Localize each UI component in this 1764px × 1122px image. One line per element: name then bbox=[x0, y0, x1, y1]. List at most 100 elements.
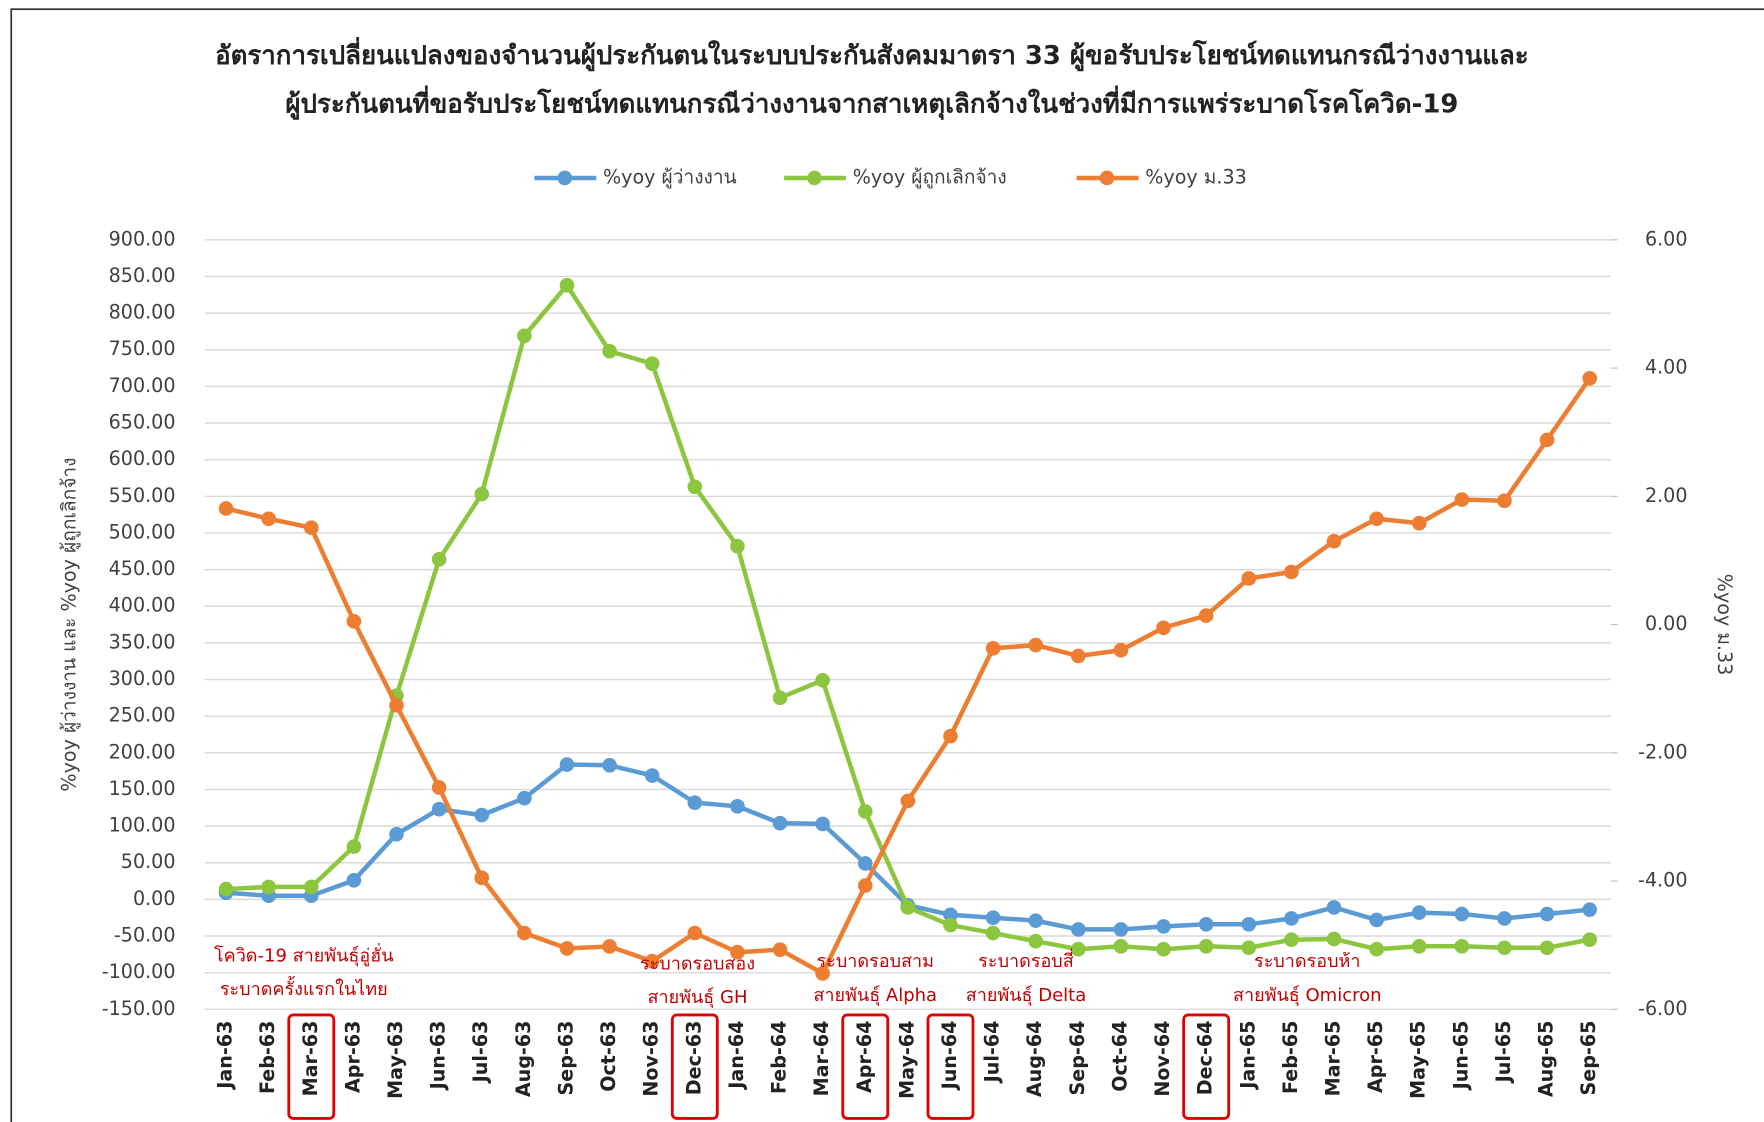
point bbox=[1156, 941, 1171, 957]
point bbox=[1454, 906, 1470, 922]
point bbox=[218, 881, 234, 897]
point bbox=[1071, 648, 1086, 664]
x-tick-label: Nov-64 bbox=[1151, 1021, 1174, 1097]
x-tick-label: Feb-63 bbox=[256, 1021, 279, 1094]
y-tick-label: 100.00 bbox=[109, 814, 176, 837]
x-tick-label: Jun-64 bbox=[938, 1021, 961, 1092]
annotation: ระบาดครั้งแรกในไทย bbox=[220, 976, 388, 1000]
point bbox=[1284, 911, 1299, 926]
x-tick-label: Jan-63 bbox=[214, 1021, 237, 1091]
x-tick-label: Feb-64 bbox=[768, 1021, 791, 1094]
x-tick-label: Aug-63 bbox=[512, 1021, 535, 1098]
frame bbox=[10, 8, 1764, 1122]
point bbox=[1497, 911, 1512, 926]
point bbox=[218, 501, 234, 516]
point bbox=[730, 798, 745, 814]
legend-label: %yoy ม.33 bbox=[1145, 165, 1247, 188]
y2-tick-label: -4.00 bbox=[1638, 869, 1687, 892]
point bbox=[857, 856, 873, 871]
y-tick-label: 150.00 bbox=[109, 777, 176, 800]
y-tick-label: 500.00 bbox=[109, 520, 176, 543]
point bbox=[602, 939, 617, 954]
x-tick-label: Jan-64 bbox=[725, 1021, 748, 1091]
annotation: สายพันธุ์ Delta bbox=[966, 985, 1087, 1006]
point bbox=[1454, 938, 1470, 954]
y-tick-label: 700.00 bbox=[109, 374, 176, 397]
x-tick-label: Mar-64 bbox=[810, 1021, 833, 1097]
point bbox=[1156, 620, 1171, 636]
point bbox=[985, 925, 1001, 941]
point bbox=[1241, 940, 1257, 956]
y-tick-label: 350.00 bbox=[109, 630, 176, 653]
point bbox=[346, 873, 362, 888]
x-tick-label: Oct-64 bbox=[1108, 1021, 1131, 1092]
annotation: ระบาดรอบสาม bbox=[817, 951, 934, 972]
point bbox=[1411, 938, 1427, 954]
y2-tick-label: 6.00 bbox=[1645, 227, 1688, 250]
point bbox=[900, 900, 916, 915]
point bbox=[1071, 922, 1086, 937]
x-tick-label: Jun-63 bbox=[427, 1021, 450, 1092]
point bbox=[772, 690, 788, 706]
point bbox=[1326, 533, 1342, 549]
y2-tick-label: 4.00 bbox=[1645, 356, 1688, 379]
x-tick-label: Apr-63 bbox=[341, 1021, 364, 1093]
point bbox=[389, 698, 404, 713]
highlight-box bbox=[287, 1013, 336, 1120]
point bbox=[559, 941, 575, 956]
highlight-box bbox=[926, 1013, 975, 1120]
point bbox=[772, 815, 788, 831]
point bbox=[815, 966, 830, 981]
point bbox=[943, 917, 958, 933]
legend-marker bbox=[557, 170, 573, 186]
point bbox=[303, 520, 319, 536]
point bbox=[474, 870, 490, 886]
legend-marker bbox=[807, 170, 822, 186]
y-tick-label: 800.00 bbox=[109, 301, 176, 324]
point bbox=[517, 328, 532, 344]
point bbox=[644, 953, 660, 969]
y-axis-label: %yoy ผู้ว่างงาน และ %yoy ผู้ถูกเลิกจ้าง bbox=[57, 458, 80, 792]
point bbox=[602, 343, 617, 359]
x-tick-label: Sep-63 bbox=[554, 1021, 577, 1096]
point bbox=[1198, 916, 1214, 932]
point bbox=[474, 807, 490, 823]
point bbox=[687, 479, 703, 495]
y2-axis-label: %yoy ม.33 bbox=[1713, 574, 1736, 676]
x-tick-label: Jan-65 bbox=[1236, 1021, 1259, 1091]
point bbox=[1369, 912, 1384, 928]
point bbox=[1198, 938, 1214, 954]
y-tick-label: -150.00 bbox=[102, 997, 176, 1020]
x-tick-label: Aug-65 bbox=[1535, 1021, 1558, 1098]
point bbox=[346, 839, 362, 854]
point bbox=[1241, 571, 1257, 586]
x-tick-label: May-64 bbox=[895, 1021, 918, 1099]
point bbox=[474, 486, 490, 502]
y-tick-label: 900.00 bbox=[109, 227, 176, 250]
point bbox=[1411, 515, 1427, 531]
annotation: ระบาดรอบสอง bbox=[640, 953, 755, 974]
point bbox=[517, 790, 532, 806]
point bbox=[1582, 902, 1598, 917]
point bbox=[1497, 940, 1512, 956]
point bbox=[1284, 564, 1299, 580]
x-tick-label: Jun-65 bbox=[1449, 1021, 1472, 1092]
point bbox=[1241, 916, 1257, 932]
annotation: โควิด-19 สายพันธุ์อู่ฮั่น bbox=[214, 942, 394, 966]
y-tick-label: -100.00 bbox=[102, 960, 176, 983]
y-tick-label: 600.00 bbox=[109, 447, 176, 470]
point bbox=[857, 804, 873, 819]
point bbox=[1454, 492, 1470, 507]
point bbox=[1539, 906, 1555, 922]
point bbox=[1198, 608, 1214, 623]
chart-title: อัตราการเปลี่ยนแปลงของจำนวนผู้ประกันตนใน… bbox=[215, 37, 1529, 72]
point bbox=[730, 944, 745, 960]
point bbox=[1028, 637, 1044, 653]
point bbox=[261, 879, 276, 895]
x-tick-label: Dec-63 bbox=[682, 1021, 705, 1096]
y2-tick-label: -6.00 bbox=[1638, 997, 1687, 1020]
y-tick-label: 200.00 bbox=[109, 740, 176, 763]
point bbox=[1156, 919, 1171, 934]
y2-tick-label: -2.00 bbox=[1638, 740, 1687, 763]
